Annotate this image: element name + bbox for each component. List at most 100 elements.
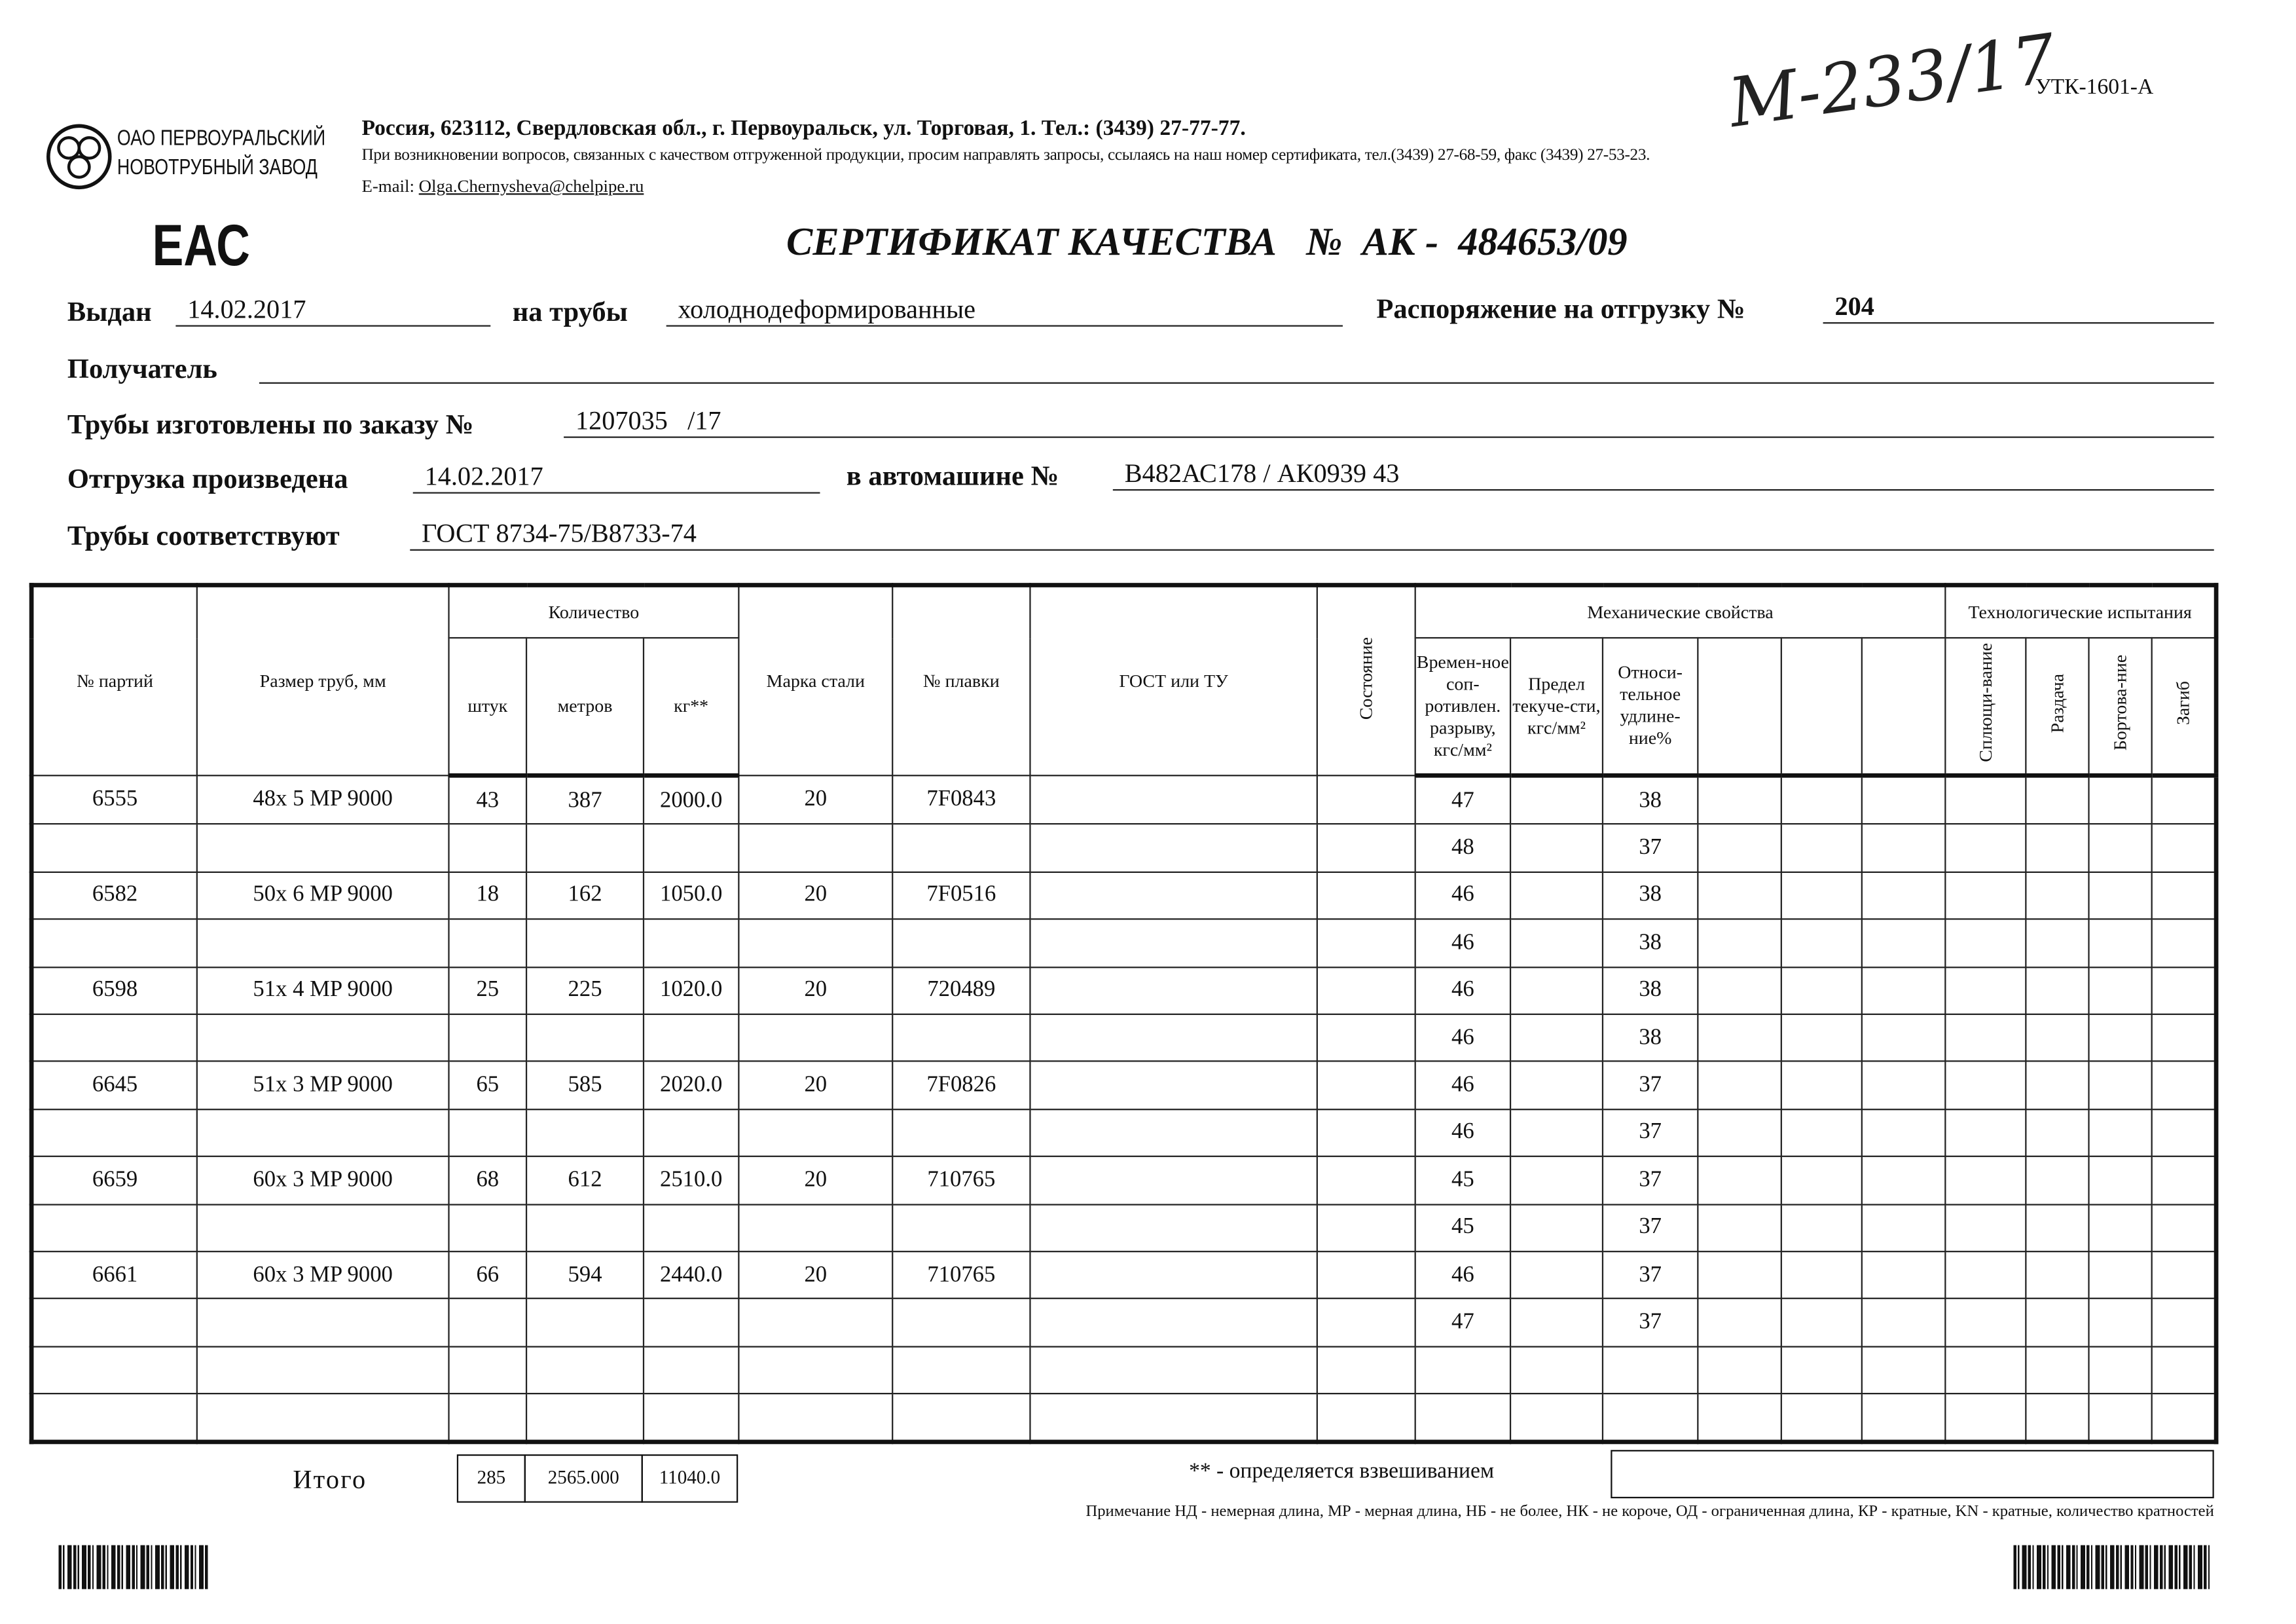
cell-m6 — [1861, 1013, 1946, 1063]
totals-label: Итого — [293, 1464, 367, 1494]
col-flatten: Сплющи-вание — [1944, 637, 2027, 778]
cell-heat — [892, 1108, 1031, 1158]
cell-yield — [1509, 966, 1604, 1015]
cell-batch — [30, 1108, 198, 1158]
cell-t1 — [1944, 1393, 2027, 1444]
cell-m5 — [1780, 1013, 1863, 1063]
cell-pcs: 18 — [448, 871, 528, 920]
pipes-value: холоднодеформированные — [666, 295, 1343, 327]
cell-t4 — [2151, 823, 2217, 873]
email-label: E-mail: — [361, 175, 414, 196]
cell-t4 — [2151, 1013, 2217, 1063]
cell-m4 — [1697, 1108, 1782, 1158]
cell-m5 — [1780, 1203, 1863, 1253]
certificate-table: № партий Размер труб, мм Количество Марк… — [29, 583, 2219, 1445]
cell-t1 — [1944, 1061, 2027, 1110]
cell-tensile: 48 — [1414, 823, 1512, 873]
cell-t3 — [2088, 1345, 2153, 1395]
table-row: 48 37 — [30, 823, 2217, 873]
table-row: 45 37 — [30, 1203, 2217, 1253]
email-link[interactable]: Olga.Chernysheva@chelpipe.ru — [418, 175, 644, 196]
col-mech-empty — [1861, 637, 1946, 778]
cell-meters — [525, 1203, 645, 1253]
cell-steel — [738, 823, 894, 873]
cell-m4 — [1697, 1203, 1782, 1253]
cell-pcs — [448, 823, 528, 873]
cell-gost — [1029, 918, 1318, 968]
cell-t2 — [2025, 1393, 2090, 1444]
vehicle-value: В482АС178 / АК0939 43 — [1112, 458, 2214, 491]
cell-meters: 162 — [525, 871, 645, 920]
cell-kg: 1020.0 — [642, 966, 740, 1015]
cell-t2 — [2025, 1345, 2090, 1395]
cell-kg — [642, 1298, 740, 1347]
cell-pcs — [448, 1298, 528, 1347]
cell-pcs — [448, 1203, 528, 1253]
col-flange-label: Бортова-ние — [2109, 655, 2130, 751]
cell-t2 — [2025, 1013, 2090, 1063]
cell-m6 — [1861, 1393, 1946, 1444]
cell-m5 — [1780, 1155, 1863, 1205]
col-batch: № партий — [30, 584, 198, 777]
cell-t2 — [2025, 1108, 2090, 1158]
cell-t3 — [2088, 1108, 2153, 1158]
cell-m6 — [1861, 1203, 1946, 1253]
cell-size — [196, 1203, 450, 1253]
cell-t1 — [1944, 1203, 2027, 1253]
cell-m6 — [1861, 775, 1946, 826]
cell-gost — [1029, 1108, 1318, 1158]
cell-m5 — [1780, 1393, 1863, 1444]
conform-label: Трубы соответствуют — [67, 521, 340, 553]
cell-t3 — [2088, 1393, 2153, 1444]
col-condition: Состояние — [1316, 584, 1416, 777]
cell-meters: 225 — [525, 966, 645, 1015]
cell-heat: 710765 — [892, 1155, 1031, 1205]
empty-box — [1611, 1450, 2214, 1499]
cell-tensile — [1414, 1393, 1512, 1444]
cell-t4 — [2151, 1393, 2217, 1444]
cell-t1 — [1944, 823, 2027, 873]
cell-t3 — [2088, 1061, 2153, 1110]
col-condition-label: Состояние — [1355, 637, 1376, 720]
cell-pcs: 25 — [448, 966, 528, 1015]
cell-m4 — [1697, 966, 1782, 1015]
cell-size — [196, 1298, 450, 1347]
cell-kg: 2440.0 — [642, 1250, 740, 1300]
cell-elong — [1601, 1345, 1699, 1395]
cell-t3 — [2088, 775, 2153, 826]
total-meters: 2565.000 — [524, 1454, 643, 1503]
cell-m4 — [1697, 871, 1782, 920]
cell-m4 — [1697, 1155, 1782, 1205]
shipped-label: Отгрузка произведена — [67, 464, 348, 495]
cell-meters — [525, 918, 645, 968]
cell-kg: 2510.0 — [642, 1155, 740, 1205]
cell-meters: 585 — [525, 1061, 645, 1110]
cell-heat — [892, 1393, 1031, 1444]
cell-heat — [892, 1345, 1031, 1395]
col-meters: метров — [525, 637, 645, 778]
cell-tensile: 46 — [1414, 1108, 1512, 1158]
cell-heat — [892, 1203, 1031, 1253]
cell-size — [196, 1013, 450, 1063]
footnote: ** - определяется взвешиванием — [1189, 1460, 1495, 1484]
cell-size — [196, 823, 450, 873]
cell-steel: 20 — [738, 871, 894, 920]
col-size: Размер труб, мм — [196, 584, 450, 777]
cell-t3 — [2088, 1250, 2153, 1300]
cell-pcs: 43 — [448, 775, 528, 826]
col-bend-label: Загиб — [2172, 681, 2193, 726]
cell-m6 — [1861, 1108, 1946, 1158]
cell-m6 — [1861, 1298, 1946, 1347]
cell-m4 — [1697, 823, 1782, 873]
cell-m4 — [1697, 1013, 1782, 1063]
cell-heat: 7F0843 — [892, 775, 1031, 826]
dispatch-order-value: 204 — [1823, 291, 2214, 324]
cell-t4 — [2151, 775, 2217, 826]
cell-pcs: 65 — [448, 1061, 528, 1110]
cell-elong: 37 — [1601, 1250, 1699, 1300]
cell-heat: 710765 — [892, 1250, 1031, 1300]
cell-t4 — [2151, 918, 2217, 968]
cell-elong: 37 — [1601, 1203, 1699, 1253]
cell-batch: 6582 — [30, 871, 198, 920]
col-expand: Раздача — [2025, 637, 2090, 778]
